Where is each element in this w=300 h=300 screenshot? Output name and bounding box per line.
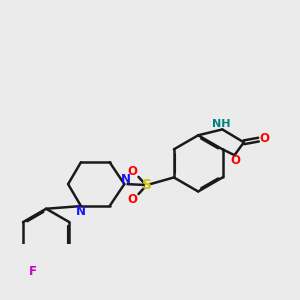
Text: S: S	[142, 178, 152, 193]
Text: N: N	[76, 206, 86, 218]
Text: O: O	[128, 193, 138, 206]
Text: O: O	[231, 154, 241, 166]
Text: O: O	[128, 165, 138, 178]
Text: O: O	[260, 132, 269, 145]
Text: NH: NH	[212, 118, 230, 128]
Text: F: F	[29, 265, 37, 278]
Text: N: N	[121, 173, 131, 186]
